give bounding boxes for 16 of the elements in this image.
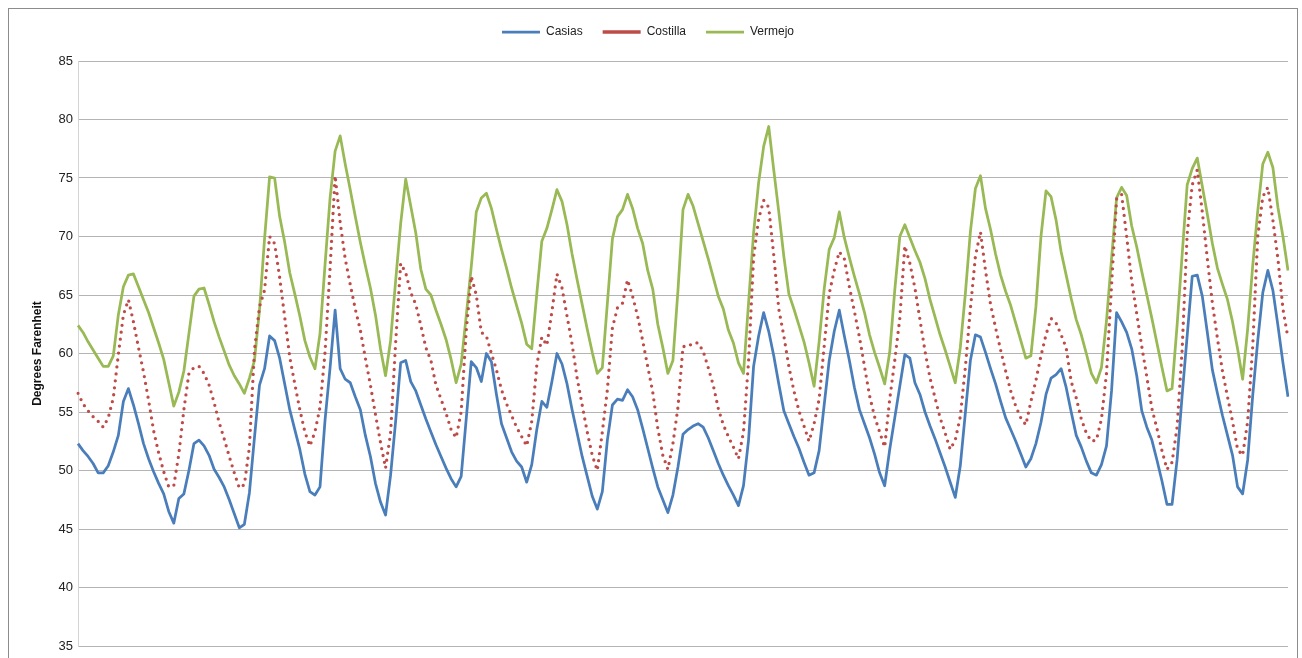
y-tick-label: 35 [58,637,73,653]
y-tick-label: 60 [58,345,73,361]
y-tick-label: 75 [58,169,73,185]
y-tick-label: 70 [58,228,73,244]
legend-label: Casias [545,24,583,39]
y-tick-label: 40 [58,579,73,595]
y-axis-title: Degrees Farenheit [29,301,44,406]
y-tick-label: 80 [58,111,73,127]
y-tick-label: 85 [58,52,73,68]
y-tick-label: 65 [58,286,73,302]
line-series [76,168,1290,490]
y-tick-label: 55 [58,403,73,419]
y-tick-label: 45 [58,520,73,536]
legend-label: Costilla [646,24,687,39]
y-tick-label: 50 [58,462,73,478]
legend-label: Vermejo [750,24,795,39]
